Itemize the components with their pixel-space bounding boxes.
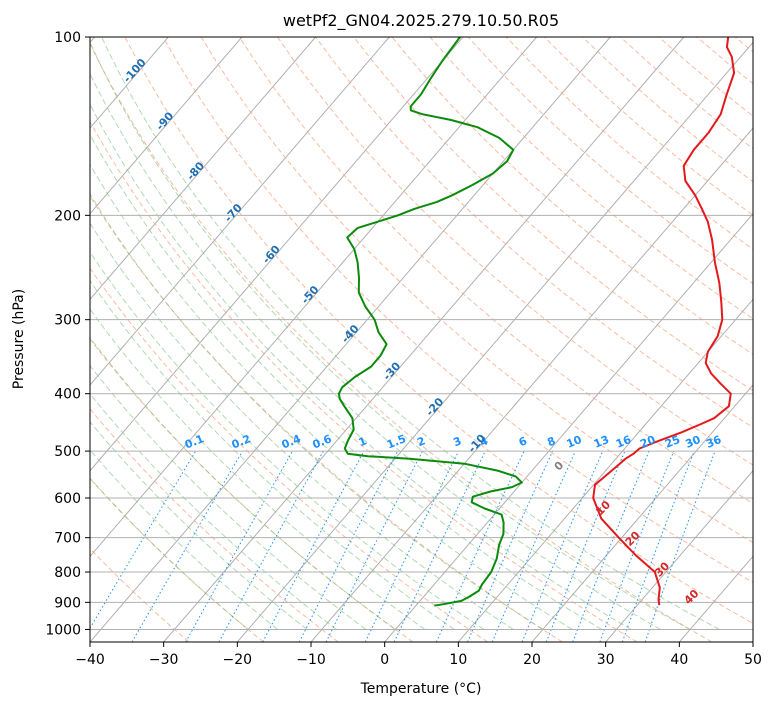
y-tick-label: 400 xyxy=(54,387,81,403)
x-tick-label: 20 xyxy=(523,652,541,668)
x-tick-label: 10 xyxy=(449,652,467,668)
x-tick-label: −40 xyxy=(75,652,105,668)
x-tick-label: 50 xyxy=(744,652,762,668)
chart-title: wetPf2_GN04.2025.279.10.50.R05 xyxy=(283,11,559,31)
y-tick-label: 500 xyxy=(54,444,81,460)
x-tick-label: 40 xyxy=(670,652,688,668)
y-tick-label: 600 xyxy=(54,491,81,507)
y-tick-label: 1000 xyxy=(45,622,81,638)
x-axis-label: Temperature (°C) xyxy=(360,681,482,697)
y-tick-label: 100 xyxy=(54,30,81,46)
x-tick-label: 30 xyxy=(597,652,615,668)
y-tick-label: 900 xyxy=(54,595,81,611)
x-tick-label: 0 xyxy=(380,652,389,668)
y-tick-label: 200 xyxy=(54,208,81,224)
y-tick-label: 700 xyxy=(54,531,81,547)
x-tick-label: −30 xyxy=(149,652,179,668)
x-tick-label: −20 xyxy=(223,652,253,668)
y-axis-label: Pressure (hPa) xyxy=(11,289,27,389)
y-tick-label: 300 xyxy=(54,313,81,329)
y-tick-label: 800 xyxy=(54,565,81,581)
x-tick-label: −10 xyxy=(296,652,326,668)
